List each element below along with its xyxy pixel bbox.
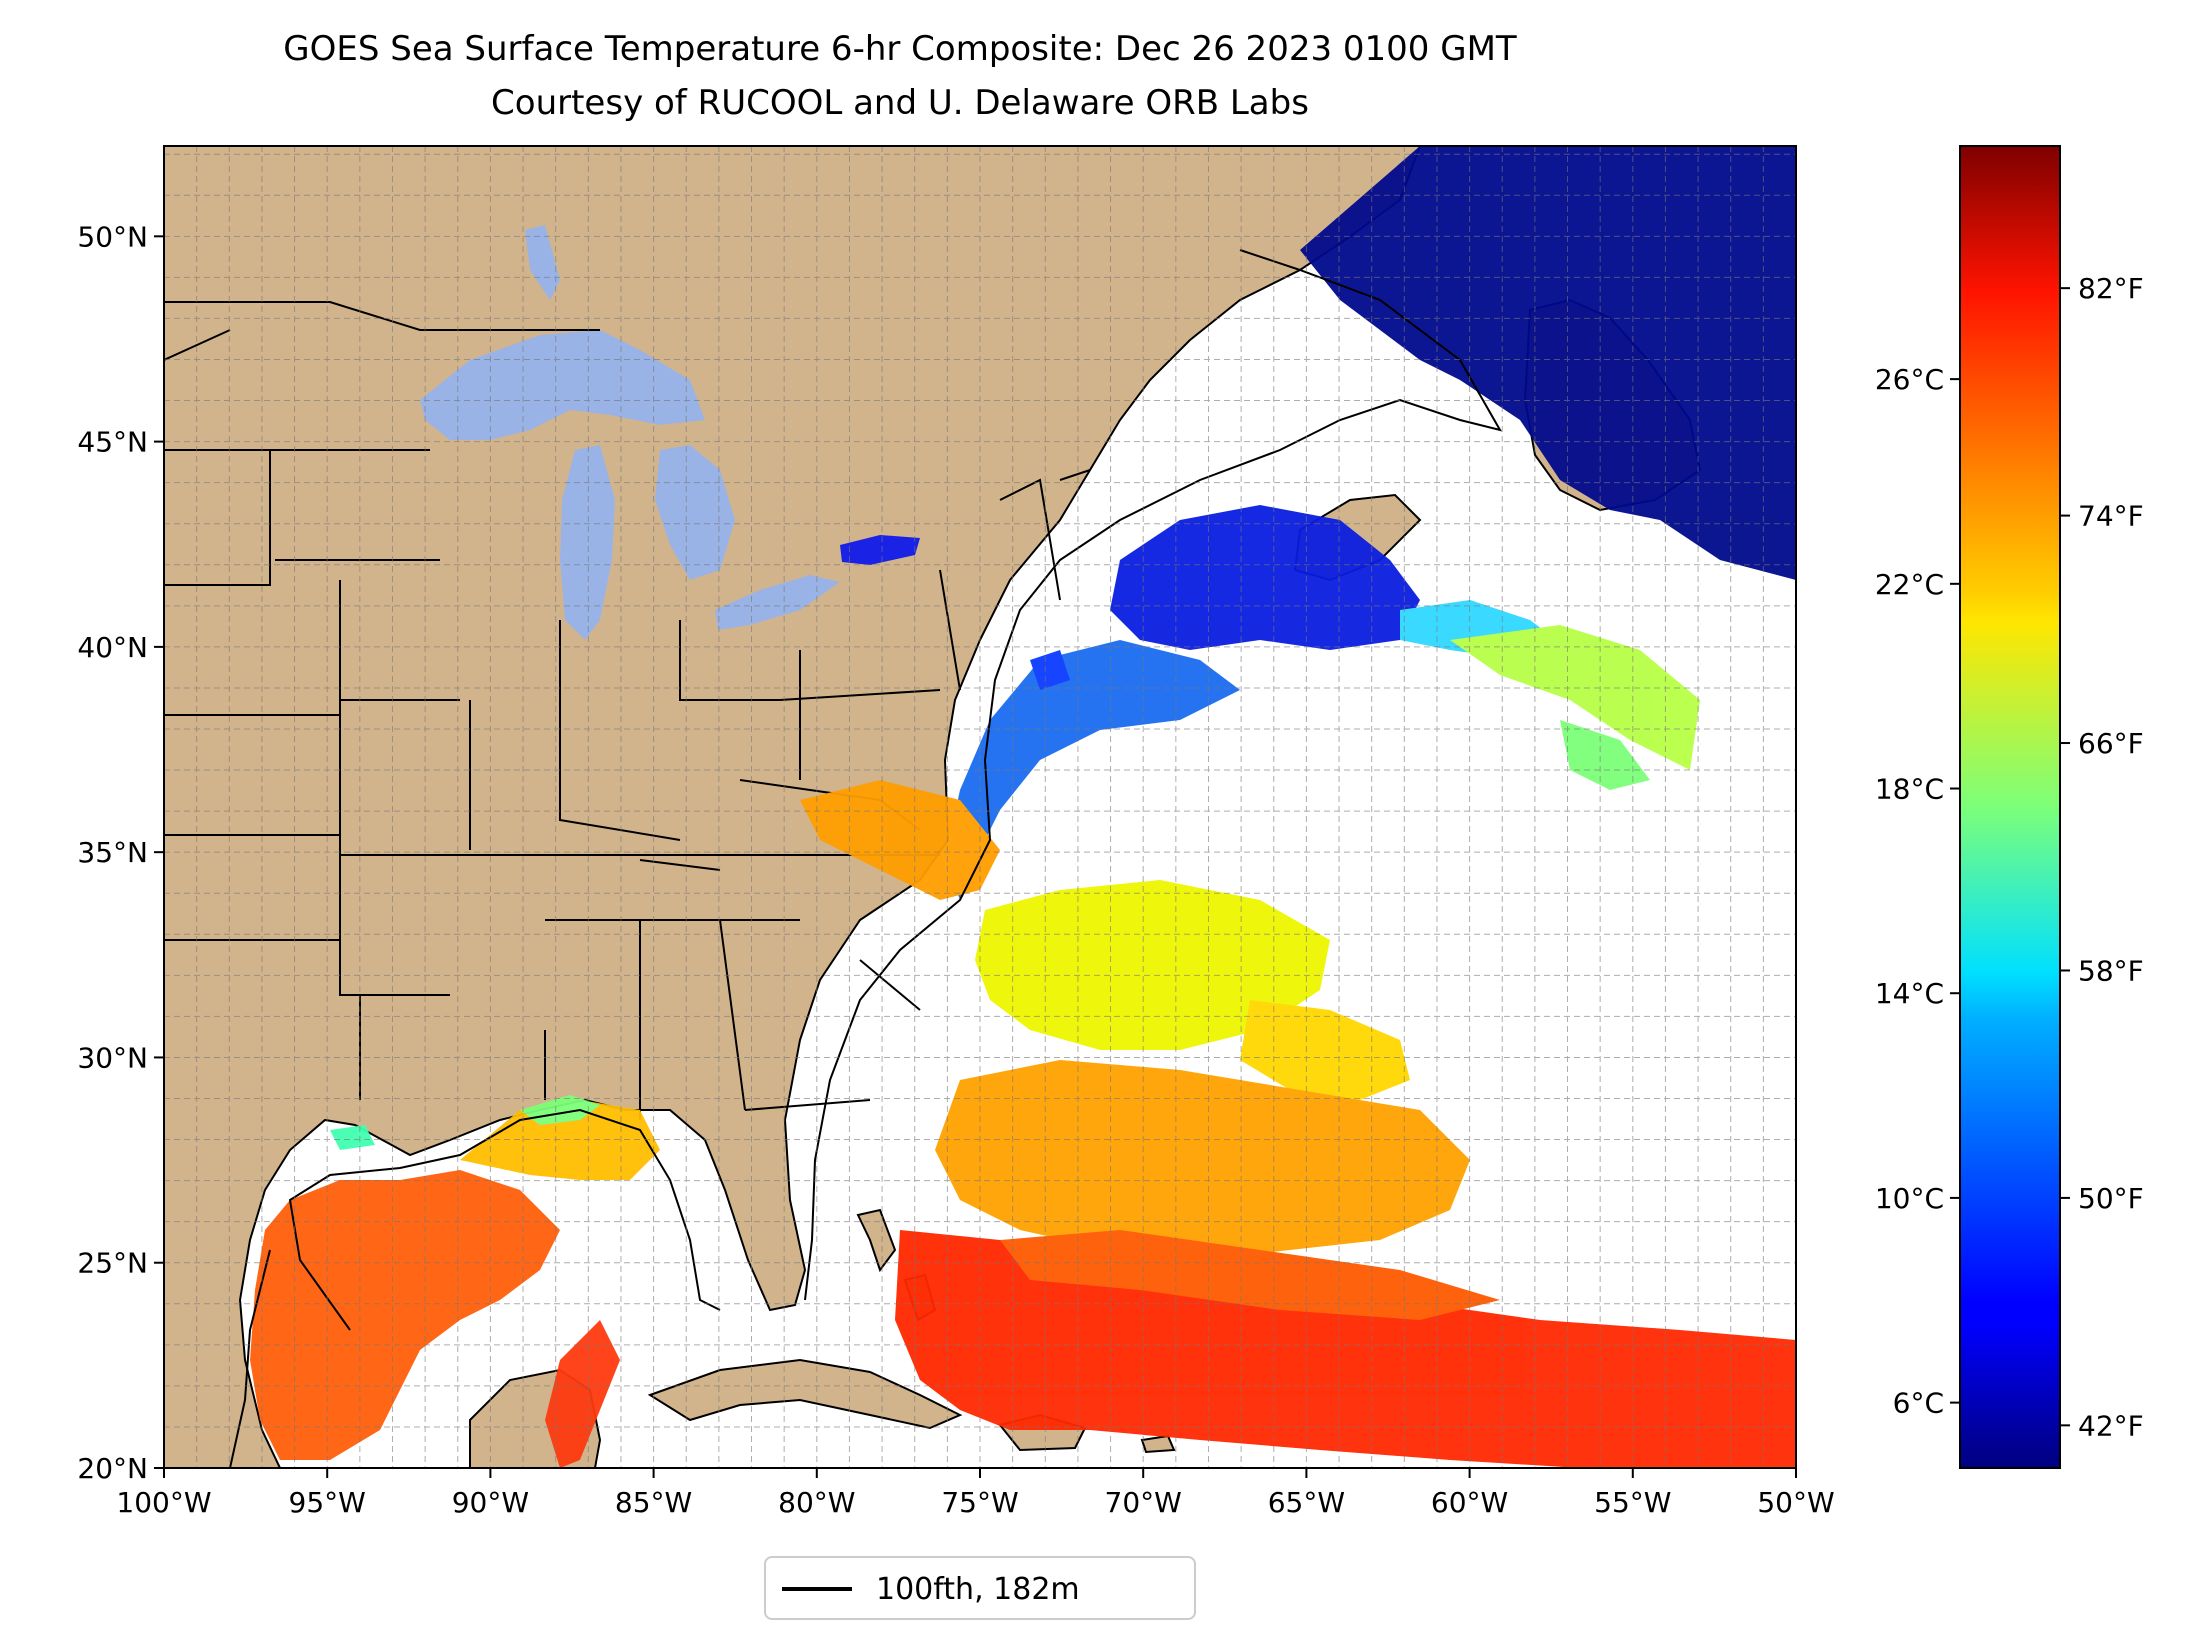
- x-tick-label: 75°W: [941, 1486, 1018, 1519]
- colorbar-c-tick-label: 14°C: [1875, 977, 1944, 1010]
- bahamas-land: [856, 1208, 897, 1273]
- great-lakes: [420, 225, 920, 640]
- sst-red-south: [895, 1230, 1796, 1468]
- sst-gulf-coast-cyan: [330, 1125, 375, 1150]
- lake-michigan: [560, 445, 615, 640]
- colorbar-c-tick-label: 26°C: [1875, 363, 1944, 396]
- colorbar-c-tick-label: 6°C: [1893, 1387, 1944, 1420]
- colorbar-c-tick-label: 22°C: [1875, 568, 1944, 601]
- political-borders: [164, 301, 1091, 1120]
- sst-labrador-cold: [1300, 146, 1796, 580]
- north-america-land: [164, 146, 1422, 1468]
- colorbar-ticks: 82°F 74°F 66°F 58°F 50°F 42°F 26°C 22°C 18°C 14°C…: [1875, 272, 2144, 1442]
- x-tick-label: 95°W: [289, 1486, 366, 1519]
- sst-red-orange-band: [1000, 1230, 1500, 1320]
- graticule: [164, 146, 1796, 1468]
- colorbar-f-tick-label: 66°F: [2078, 727, 2144, 760]
- x-tick-label: 50°W: [1757, 1486, 1834, 1519]
- lake-huron: [655, 445, 735, 580]
- y-tick-label: 30°N: [77, 1041, 148, 1074]
- isobath-100fth: [229, 249, 1503, 1468]
- lake-winnipeg: [525, 225, 560, 300]
- colorbar-f-tick-label: 42°F: [2078, 1409, 2144, 1442]
- axis-ticks: 100°W 95°W 90°W 85°W 80°W 75°W 70°W 65°W 60°W 55°…: [77, 220, 1834, 1519]
- x-tick-label: 70°W: [1105, 1486, 1182, 1519]
- colorbar-f-tick-label: 82°F: [2078, 272, 2144, 305]
- x-tick-label: 80°W: [778, 1486, 855, 1519]
- y-tick-label: 45°N: [77, 426, 148, 459]
- colorbar: [1959, 145, 2061, 1469]
- x-tick-label: 90°W: [452, 1486, 529, 1519]
- legend-label: 100fth, 182m: [876, 1572, 1080, 1607]
- colorbar-c-tick-label: 18°C: [1875, 773, 1944, 806]
- sst-gulf-south-red: [545, 1320, 620, 1468]
- sst-shelf-blue: [945, 640, 1240, 900]
- x-tick-label: 100°W: [116, 1486, 211, 1519]
- colorbar-c-tick-label: 10°C: [1875, 1182, 1944, 1215]
- colorbar-f-tick-label: 50°F: [2078, 1182, 2144, 1215]
- y-tick-label: 20°N: [77, 1452, 148, 1485]
- x-tick-label: 55°W: [1594, 1486, 1671, 1519]
- puerto-rico-land: [1140, 1434, 1176, 1454]
- y-tick-label: 40°N: [77, 631, 148, 664]
- chart-title: GOES Sea Surface Temperature 6-hr Compos…: [283, 29, 1517, 69]
- x-tick-label: 85°W: [615, 1486, 692, 1519]
- sst-orange-mid: [935, 1060, 1470, 1260]
- x-tick-label: 60°W: [1431, 1486, 1508, 1519]
- x-tick-label: 65°W: [1268, 1486, 1345, 1519]
- legend-line-swatch: [782, 1587, 852, 1591]
- y-tick-label: 35°N: [77, 836, 148, 869]
- lake-erie: [715, 575, 840, 630]
- sst-orange-west: [800, 780, 1000, 900]
- sst-gulfstream-north: [1450, 625, 1700, 770]
- sst-gulf-maine-cold: [1110, 505, 1420, 650]
- sst-yellow-east: [1240, 1000, 1410, 1100]
- colorbar-f-tick-label: 58°F: [2078, 954, 2144, 987]
- y-tick-label: 50°N: [77, 220, 148, 253]
- sst-lake-blue: [1030, 650, 1070, 690]
- chart-subtitle: Courtesy of RUCOOL and U. Delaware ORB L…: [491, 83, 1309, 123]
- legend: 100fth, 182m: [764, 1556, 1196, 1620]
- y-tick-label: 25°N: [77, 1247, 148, 1280]
- colorbar-f-tick-label: 74°F: [2078, 500, 2144, 533]
- lake-ontario: [840, 535, 920, 565]
- lake-superior: [420, 330, 705, 440]
- sst-green-patch: [1560, 720, 1650, 790]
